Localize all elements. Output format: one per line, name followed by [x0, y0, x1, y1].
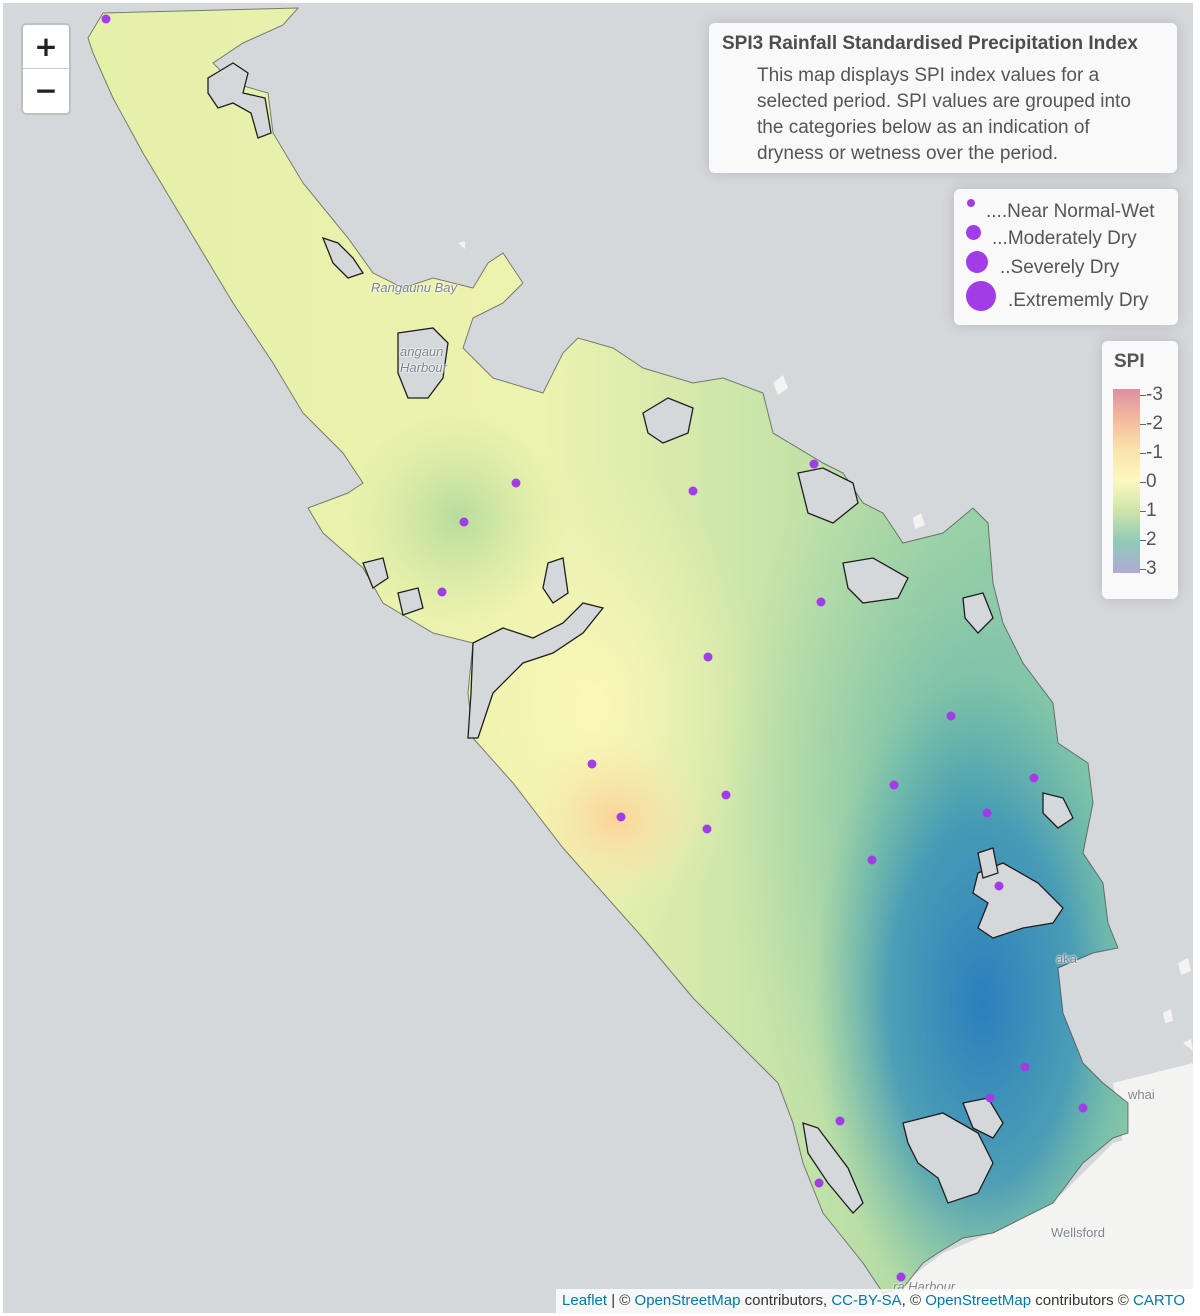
rainfall-station-marker[interactable]: [982, 808, 992, 818]
osm-link-2[interactable]: OpenStreetMap: [925, 1292, 1032, 1309]
attribution-text: contributors,: [740, 1292, 832, 1309]
rainfall-station-marker[interactable]: [101, 14, 111, 24]
carto-link[interactable]: CARTO: [1133, 1292, 1185, 1309]
info-description: This map displays SPI index values for a…: [757, 65, 1131, 164]
harbours: [207, 62, 1074, 1214]
legend-dot-small: [967, 199, 975, 207]
zoom-in-button[interactable]: +: [34, 30, 58, 63]
whangape-harbour: [362, 557, 389, 589]
map-attribution: Leaflet | © OpenStreetMap contributors, …: [556, 1289, 1193, 1313]
spi-tick-mark: [1140, 569, 1146, 570]
osm-link[interactable]: OpenStreetMap: [634, 1292, 741, 1309]
bay-of-islands-2: [842, 557, 909, 604]
rainfall-station-marker[interactable]: [721, 790, 731, 800]
rainfall-station-marker[interactable]: [437, 587, 447, 597]
rainfall-station-marker[interactable]: [946, 711, 956, 721]
rainfall-station-marker[interactable]: [616, 812, 626, 822]
kaipara-harbour: [902, 1112, 994, 1204]
legend-label: ....Near Normal-Wet: [986, 201, 1155, 222]
rainfall-station-marker[interactable]: [994, 881, 1004, 891]
whangarei-harbour: [972, 862, 1064, 939]
spi-tick-mark: [1140, 395, 1146, 396]
rangaunu-harbour: [397, 327, 449, 399]
houhora-inlet: [321, 236, 365, 279]
rainfall-station-marker[interactable]: [702, 824, 712, 834]
legend-dot-medium: [966, 225, 981, 240]
wellsford-label: Wellsford: [1051, 1225, 1105, 1240]
leaflet-link[interactable]: Leaflet: [562, 1292, 608, 1309]
rainfall-station-marker[interactable]: [1020, 1062, 1030, 1072]
zoom-out-button[interactable]: −: [23, 68, 69, 112]
rainfall-station-marker[interactable]: [809, 459, 819, 469]
spi-tick-mark: [1140, 540, 1146, 541]
rainfall-station-marker[interactable]: [867, 855, 877, 865]
offshore-islands: [458, 241, 1193, 1051]
spi-tick-mark: [1140, 453, 1146, 454]
legend-label: ...Moderately Dry: [992, 228, 1137, 249]
map-view[interactable]: Rangaunu Bay angaun Harbour ra Harbour a…: [3, 3, 1193, 1313]
rainfall-station-marker[interactable]: [814, 1178, 824, 1188]
rainfall-station-marker[interactable]: [703, 652, 713, 662]
rainfall-station-marker[interactable]: [985, 1093, 995, 1103]
whangaroa-harbour: [642, 397, 694, 444]
spi-tick-label: -1: [1146, 442, 1163, 463]
spi-tick-label: 0: [1146, 471, 1157, 492]
cc-by-sa-link[interactable]: CC-BY-SA: [831, 1292, 902, 1309]
dryness-legend: ....Near Normal-Wet ...Moderately Dry ..…: [954, 189, 1178, 325]
hokianga-arm: [542, 557, 569, 604]
station-markers: [101, 14, 1088, 1282]
parengarenga-harbour: [207, 62, 272, 139]
legend-item-moderately-dry: ...Moderately Dry: [954, 223, 1178, 253]
rainfall-station-marker[interactable]: [1029, 773, 1039, 783]
spi-tick-mark: [1140, 511, 1146, 512]
spi-tick-mark: [1140, 424, 1146, 425]
southern-land: [883, 1123, 1193, 1313]
spi-tick-label: 2: [1146, 529, 1157, 550]
attribution-text: , ©: [901, 1292, 926, 1309]
rainfall-station-marker[interactable]: [1078, 1103, 1088, 1113]
spi-tick-label: 3: [1146, 558, 1157, 579]
rainfall-station-marker[interactable]: [511, 478, 521, 488]
rangaunu-bay-label: Rangaunu Bay: [371, 280, 458, 295]
spi-tick-mark: [1140, 482, 1146, 483]
hokianga-harbour: [467, 602, 605, 739]
rangaunu-harbour-label-1: angaun: [400, 344, 444, 359]
rainfall-station-marker[interactable]: [688, 486, 698, 496]
legend-dot-xlarge: [966, 281, 996, 311]
mangawhai-label: whai: [1128, 1087, 1155, 1102]
herekino: [397, 587, 424, 616]
legend-dot-large: [966, 251, 988, 273]
rainfall-station-marker[interactable]: [587, 759, 597, 769]
spi-legend: SPI -3 -2 -1 0 1 2 3: [1102, 341, 1178, 599]
rainfall-station-marker[interactable]: [816, 597, 826, 607]
spi-tick-label: -2: [1146, 413, 1163, 434]
kaipara-arm: [962, 1097, 1004, 1139]
rainfall-station-marker[interactable]: [889, 780, 899, 790]
legend-label: ..Severely Dry: [1000, 257, 1120, 278]
rainfall-station-marker[interactable]: [459, 517, 469, 527]
east-inlet: [1042, 792, 1074, 829]
southern-land-fill: [1113, 1063, 1193, 1143]
attribution-text: contributors ©: [1031, 1292, 1134, 1309]
whangarei-upper: [977, 847, 999, 879]
kaipara-west: [802, 1122, 864, 1214]
legend-item-severely-dry: ..Severely Dry: [954, 250, 1178, 280]
spi-legend-title: SPI: [1114, 351, 1145, 372]
spi-color-bar: [1113, 389, 1140, 573]
kaka-label: aka: [1056, 951, 1077, 966]
zoom-control: + −: [21, 23, 71, 115]
legend-item-extremely-dry: .Extrememly Dry: [954, 281, 1178, 311]
whananaki: [962, 592, 994, 634]
rainfall-station-marker[interactable]: [896, 1272, 906, 1282]
spi-tick-label: 1: [1146, 500, 1157, 521]
legend-item-near-normal: ....Near Normal-Wet: [954, 195, 1178, 225]
info-panel: SPI3 Rainfall Standardised Precipitation…: [709, 23, 1177, 173]
rangaunu-harbour-label-2: Harbour: [400, 360, 447, 375]
info-title: SPI3 Rainfall Standardised Precipitation…: [722, 33, 1138, 54]
rainfall-station-marker[interactable]: [835, 1116, 845, 1126]
attribution-text: | ©: [607, 1292, 635, 1309]
bay-of-islands: [797, 467, 859, 524]
spi-tick-label: -3: [1146, 384, 1163, 405]
legend-label: .Extrememly Dry: [1008, 290, 1149, 311]
